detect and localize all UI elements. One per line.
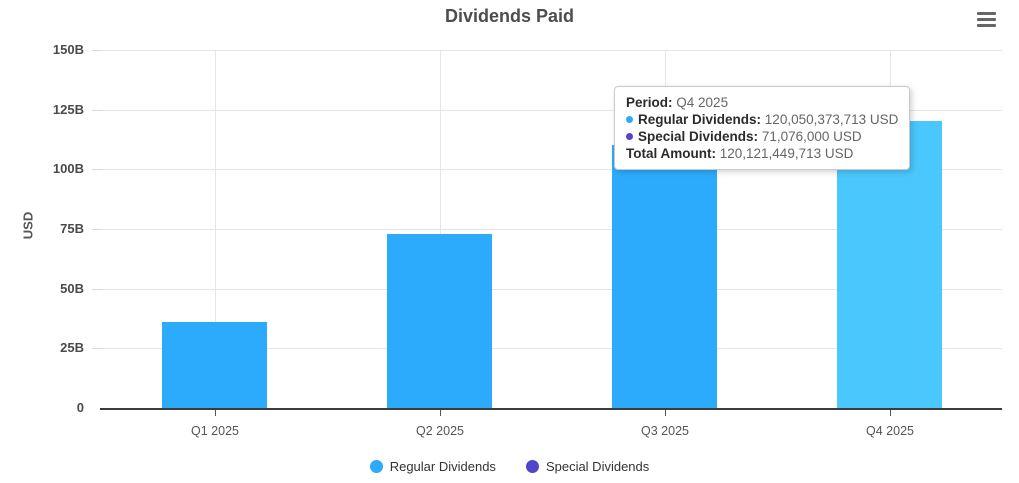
horizontal-gridline (102, 110, 1002, 111)
regular-dividends-legend-marker-icon (369, 460, 383, 473)
y-axis-tick-mark (92, 169, 102, 170)
x-axis-tick-mark (440, 410, 441, 416)
legend-item-regular-dividends[interactable]: Regular Dividends (369, 459, 496, 474)
y-axis-tick-label: 100B (52, 161, 84, 176)
x-axis-tick-label: Q1 2025 (191, 424, 239, 438)
menu-bar-line (976, 17, 996, 21)
horizontal-gridline (102, 169, 1002, 170)
x-axis-tick-label: Q3 2025 (641, 424, 689, 438)
tooltip-special-row: Special Dividends: 71,076,000 USD (626, 128, 898, 145)
special-dividends-legend-marker-icon (525, 460, 539, 473)
bar-regular-dividends-q2-2025[interactable] (387, 234, 492, 408)
y-axis-tick-label: 0 (76, 400, 84, 415)
y-axis-tick-mark (92, 229, 102, 230)
menu-bar-line (976, 11, 996, 15)
y-axis-tick-label: 150B (52, 42, 84, 57)
menu-bar-line (976, 23, 996, 27)
y-axis-tick-mark (92, 289, 102, 290)
chart-title: Dividends Paid (444, 6, 575, 26)
tooltip-total-row: Total Amount: 120,121,449,713 USD (626, 146, 854, 161)
horizontal-gridline (102, 50, 1002, 51)
horizontal-gridline (102, 229, 1002, 230)
chart-legend: Regular Dividends Special Dividends (0, 459, 1019, 474)
horizontal-gridline (102, 289, 1002, 290)
y-axis-tick-label: 25B (60, 340, 84, 355)
y-axis-tick-mark (92, 50, 102, 51)
x-axis-tick-mark (665, 410, 666, 416)
horizontal-gridline (102, 348, 1002, 349)
special-dividends-bullet-icon (626, 133, 633, 140)
x-axis-tick-mark (215, 410, 216, 416)
regular-dividends-bullet-icon (626, 116, 633, 123)
y-axis-tick-label: 125B (52, 102, 84, 117)
legend-item-special-dividends[interactable]: Special Dividends (525, 459, 649, 474)
y-axis-tick-label: 75B (60, 221, 84, 236)
vertical-gridline (215, 50, 216, 408)
y-axis-tick-label: 50B (60, 281, 84, 296)
tooltip-period-row: Period: Q4 2025 (626, 95, 729, 110)
chart-tooltip: Period: Q4 2025 Regular Dividends: 120,0… (614, 86, 911, 170)
tooltip-regular-row: Regular Dividends: 120,050,373,713 USD (626, 111, 898, 128)
x-axis-tick-mark (890, 410, 891, 416)
bar-regular-dividends-q3-2025[interactable] (612, 145, 717, 408)
x-axis-tick-label: Q4 2025 (866, 424, 914, 438)
menu-hamburger-icon[interactable] (975, 8, 997, 30)
vertical-gridline (440, 50, 441, 408)
y-axis-tick-mark (92, 348, 102, 349)
bar-regular-dividends-q1-2025[interactable] (162, 322, 267, 408)
x-axis-tick-label: Q2 2025 (416, 424, 464, 438)
x-axis-line (100, 408, 1002, 410)
y-axis-tick-mark (92, 110, 102, 111)
